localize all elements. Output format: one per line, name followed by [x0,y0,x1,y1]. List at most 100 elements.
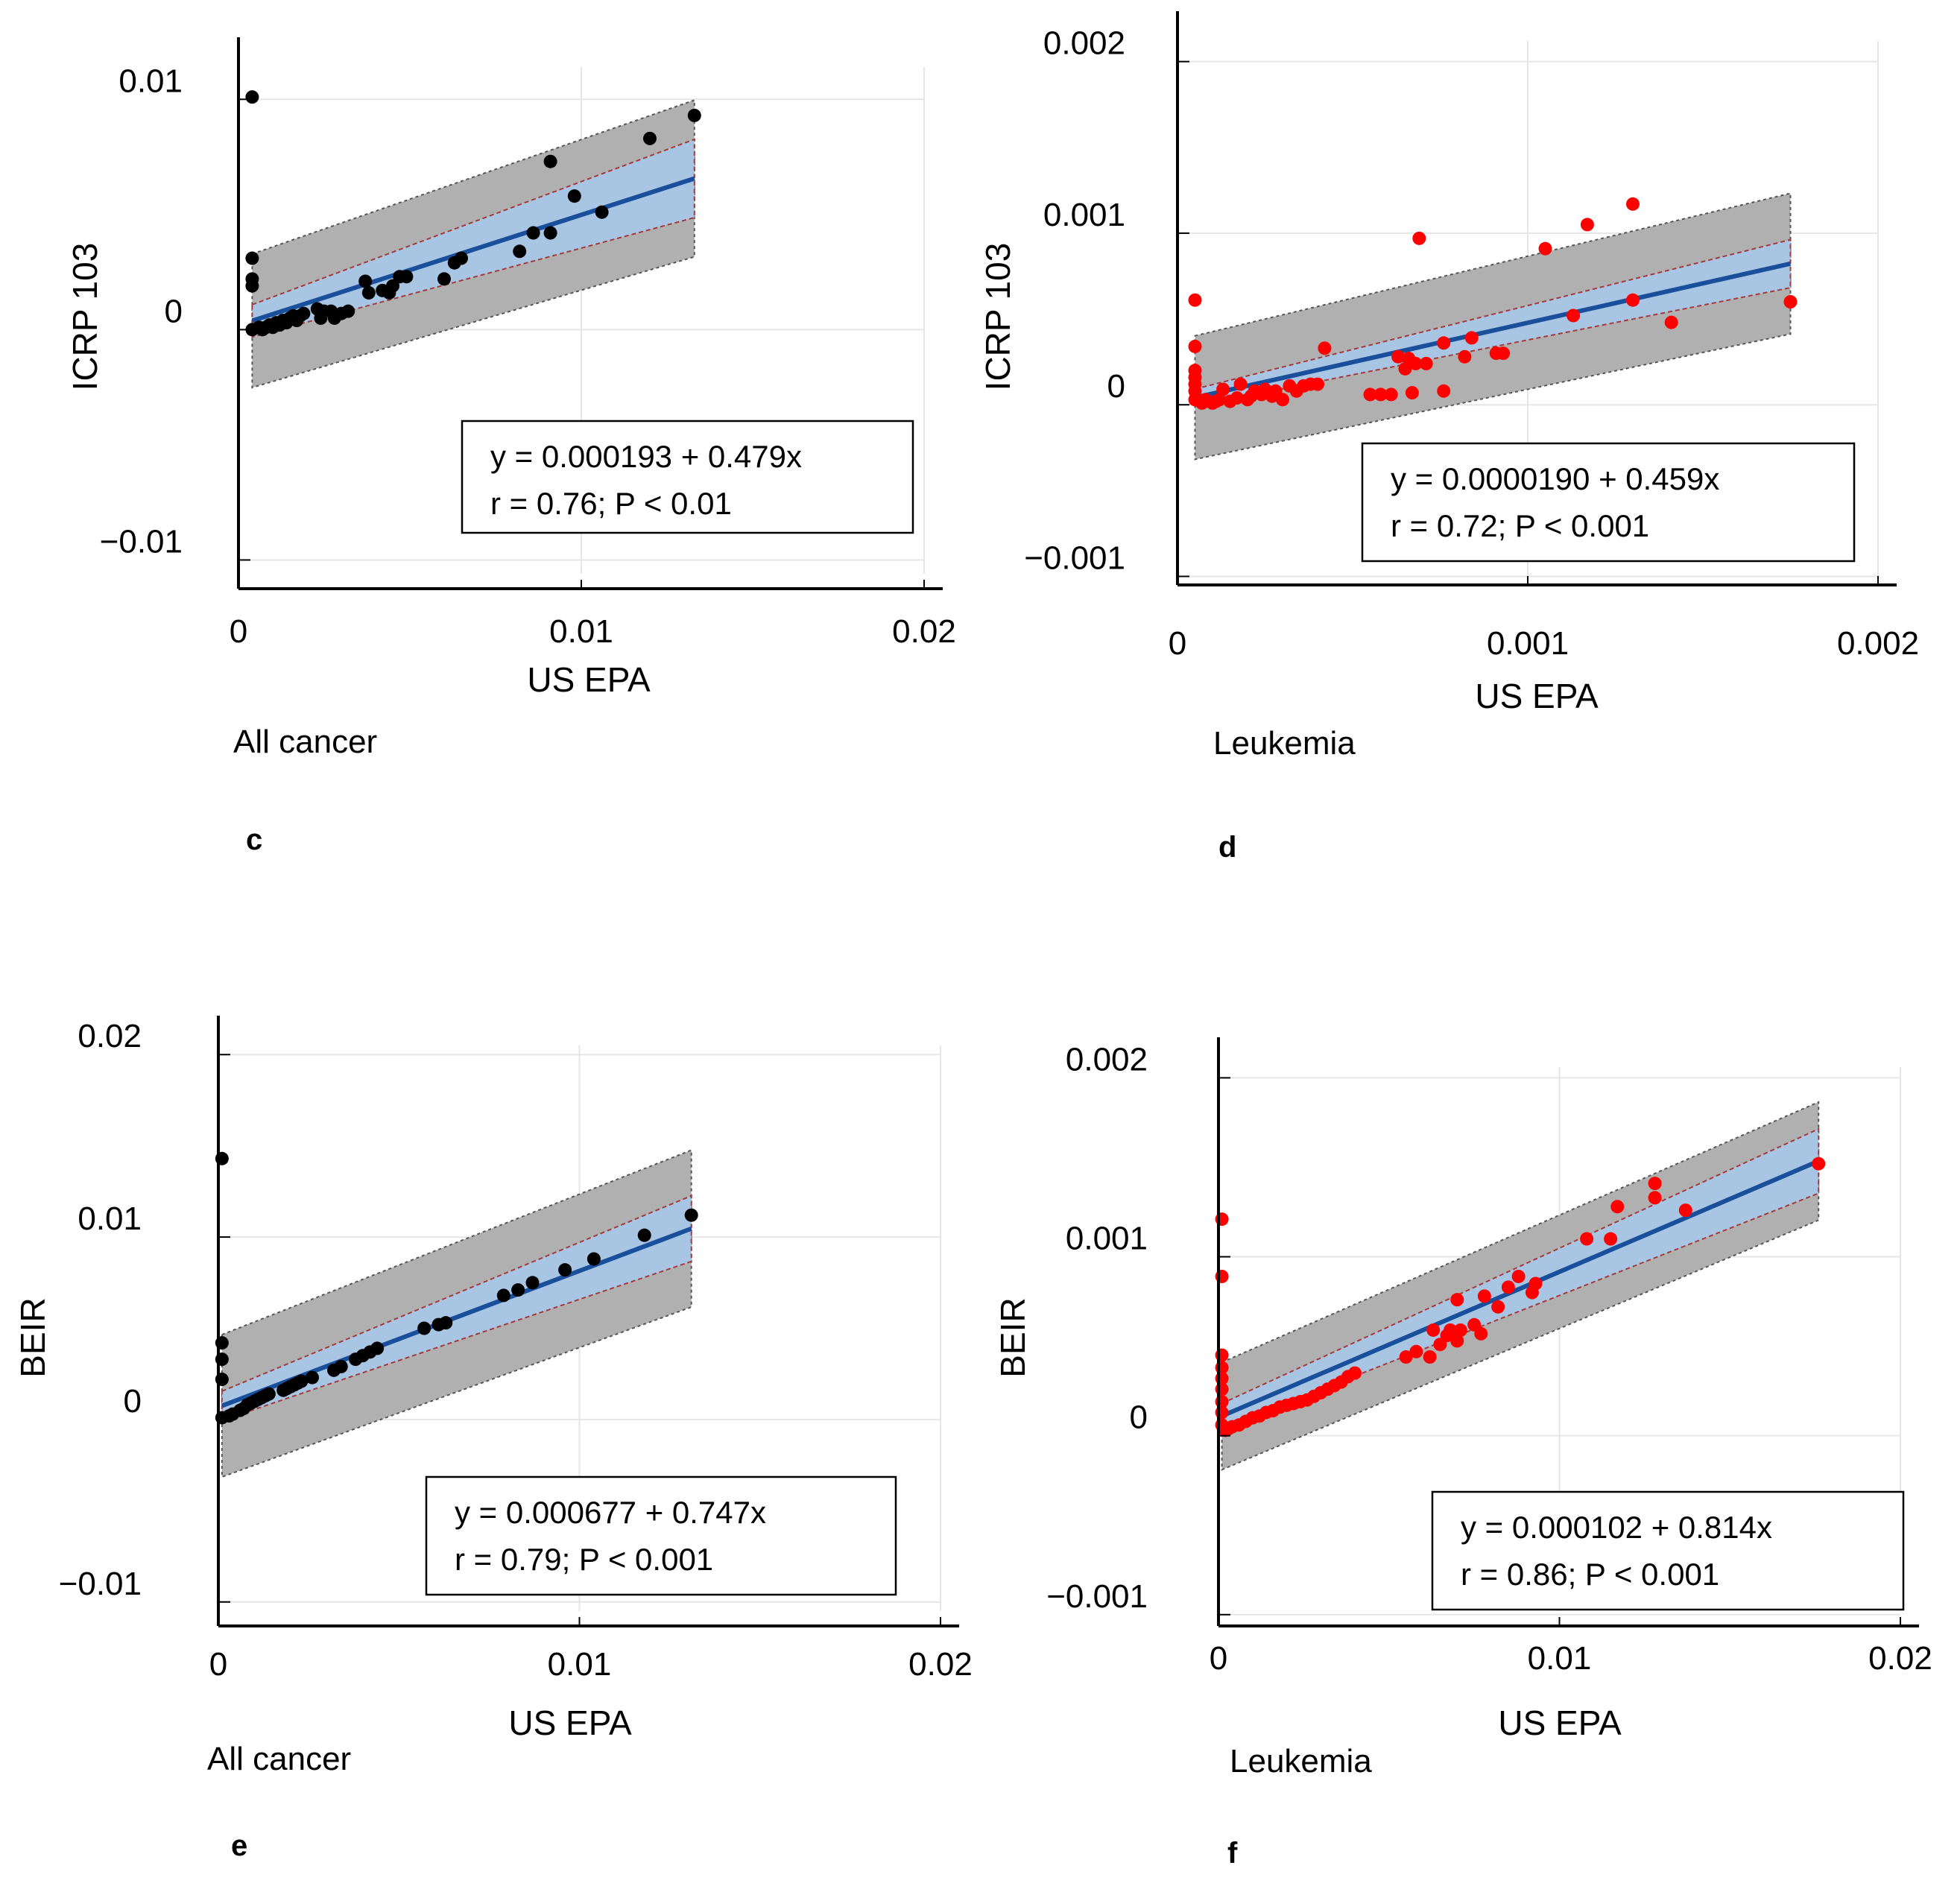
panel-caption: All cancer [207,1741,351,1777]
y-axis-title: ICRP 103 [979,243,1017,391]
y-tick-label: −0.001 [1024,540,1125,576]
data-point [1538,241,1552,256]
y-tick-label: 0 [1107,368,1125,405]
data-point [558,1263,572,1277]
data-point [1276,393,1289,407]
x-axis-title: US EPA [508,1703,632,1742]
panel-letter: d [1218,831,1236,864]
data-point [1384,387,1398,402]
panel-c-chart: 0 0.01 0.02 0.01 0 −0.01 ICRP 103 US EPA y = 0.0… [66,37,956,856]
data-point [1529,1276,1543,1291]
data-point [262,1387,276,1401]
y-tick-label: −0.01 [100,523,183,560]
x-tick-label: 0.01 [549,613,613,650]
y-tick-label: 0.01 [78,1200,142,1237]
data-point [455,251,468,265]
panel-letter: f [1227,1837,1238,1870]
data-point [511,1283,525,1297]
data-point [1363,387,1377,402]
y-tick-label: −0.001 [1046,1578,1148,1615]
regression-line [251,176,695,323]
data-point [245,251,259,265]
x-tick-label: 0.02 [1868,1640,1932,1677]
y-tick-label: 0 [124,1383,142,1420]
regression-equation: y = 0.000102 + 0.814x [1461,1510,1772,1545]
data-point [1511,1269,1526,1283]
data-point [595,205,609,219]
regression-equation-box [1361,442,1856,563]
data-point [1450,1293,1464,1307]
data-point [1423,1350,1437,1364]
x-tick-label: 0 [209,1646,227,1683]
data-point [1648,1177,1662,1191]
data-point [334,1359,348,1373]
data-point [496,1288,510,1303]
data-point [1405,386,1419,400]
regression-line [1194,261,1792,400]
data-point [1474,1326,1488,1341]
data-point [1626,293,1640,307]
data-point [1419,356,1433,370]
data-point [1496,347,1511,361]
data-point [386,279,399,293]
regression-equation: y = 0.000193 + 0.479x [490,439,802,474]
x-tick-label: 0.001 [1487,625,1569,662]
regression-equation-box [461,420,914,534]
y-axis-title: BEIR [993,1297,1032,1377]
regression-equation: y = 0.0000190 + 0.459x [1391,461,1719,496]
data-point [245,90,259,104]
data-point [526,226,540,240]
data-point [1610,1200,1625,1214]
data-point [567,189,581,203]
data-point [1783,295,1798,309]
panel-e-chart: 0 0.01 0.02 0.02 0.01 0 −0.01 BEIR US EPA y = 0.0… [13,1016,973,1862]
data-point [245,279,259,293]
data-point [643,131,657,145]
data-point [543,226,557,240]
data-point [1399,1350,1413,1364]
data-point [1458,349,1472,364]
regression-stats: r = 0.79; P < 0.001 [455,1542,713,1577]
data-point [1409,356,1423,370]
panel-letter: c [246,823,262,856]
regression-stats: r = 0.86; P < 0.001 [1461,1557,1719,1592]
data-point [1373,387,1388,402]
data-point [1501,1280,1515,1294]
data-point [1626,197,1640,211]
data-point [1491,1300,1505,1314]
data-point [399,270,414,284]
x-tick-label: 0 [1210,1640,1227,1677]
panel-d-chart: 0 0.001 0.002 0.002 0.001 0 −0.001 ICRP 103 US E… [979,11,1919,864]
data-point [1188,339,1202,353]
data-point [1230,390,1244,405]
x-tick-label: 0.01 [548,1646,612,1683]
data-point [1580,218,1594,232]
data-point [1477,1289,1491,1303]
data-point [1188,293,1202,307]
panel-letter: e [231,1829,247,1862]
data-point [1580,1232,1594,1246]
y-axis-title: BEIR [13,1297,52,1377]
x-axis-title: US EPA [1475,677,1599,715]
data-point [1453,1323,1467,1337]
panel-f-chart: 0 0.01 0.02 0.002 0.001 0 −0.001 BEIR US EPA y = … [993,1037,1932,1870]
data-point [525,1276,540,1290]
data-point [297,306,311,320]
data-point [1426,1323,1441,1337]
data-point [1409,1344,1423,1358]
data-point [684,1208,698,1222]
x-tick-label: 0.02 [908,1646,973,1683]
y-tick-label: 0.02 [78,1018,142,1054]
y-tick-label: 0.01 [118,63,183,99]
data-point [1604,1232,1618,1246]
data-point [1398,361,1412,376]
regression-equation-box [425,1475,897,1596]
x-axis-title: US EPA [1498,1703,1622,1742]
regression-line [1221,1159,1820,1418]
panel-caption: All cancer [233,724,377,760]
y-tick-label: 0.002 [1043,25,1125,62]
data-point [361,285,376,300]
x-tick-label: 0.002 [1837,625,1919,662]
data-point [1412,231,1426,245]
